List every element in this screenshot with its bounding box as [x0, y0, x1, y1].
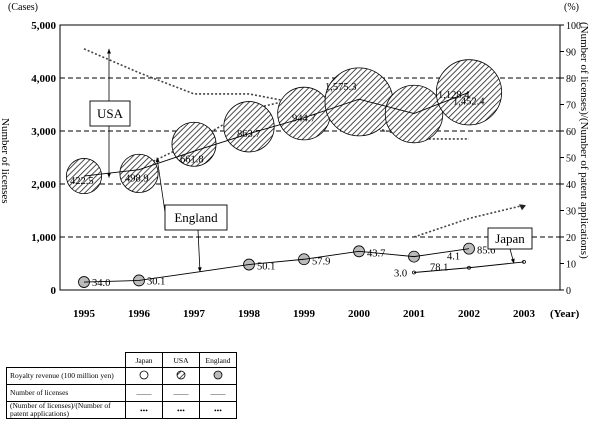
data-label-japan: 3.0	[394, 269, 407, 280]
legend-column-usa: USA	[162, 352, 200, 368]
data-label-usa: 1,575.3	[325, 82, 357, 93]
data-label-england: 43.7	[367, 248, 385, 259]
legend-dots-japan: •••	[125, 401, 163, 419]
callout-arrowhead	[107, 173, 111, 178]
legend-corner	[6, 352, 126, 368]
legend-row-label: Number of licenses	[6, 384, 126, 402]
legend-royalty-england-icon	[213, 370, 223, 380]
x-tick-label: 1999	[293, 308, 316, 320]
data-label-usa: 944.7	[292, 114, 316, 125]
right-tick-label: 10	[566, 260, 576, 271]
right-axis-title: (Number of licenses)/(Number of patent a…	[578, 22, 590, 259]
callout-arrow	[197, 229, 201, 272]
right-tick-label: 0	[566, 286, 571, 297]
x-tick-label: 1997	[183, 308, 206, 320]
data-label-england: 30.1	[147, 276, 165, 287]
left-tick-label: 0	[51, 285, 57, 297]
legend-row-licenses: Number of licenses —— —— ——	[6, 384, 237, 402]
bubble-usa	[384, 84, 444, 144]
data-label-usa: 422.5	[70, 176, 94, 187]
callout-arrowhead	[510, 258, 515, 264]
license-lines	[83, 91, 525, 283]
right-tick-label: 90	[566, 48, 576, 59]
x-tick-label: 2002	[458, 308, 481, 320]
x-tick-label: 2003	[513, 308, 536, 320]
legend-row-ratio: (Number of licenses)/(Number of patent a…	[6, 401, 237, 419]
bubble-usa	[65, 158, 103, 195]
callout-box	[164, 204, 228, 231]
right-tick-label: 50	[566, 154, 576, 165]
x-axis-unit: (Year)	[550, 308, 580, 320]
left-tick-label: 4,000	[31, 73, 56, 85]
data-label-japan: 4.1	[447, 252, 460, 263]
legend-row-label: (Number of licenses)/(Number of patent a…	[6, 401, 126, 419]
left-tick-label: 3,000	[31, 126, 56, 138]
legend-royalty-japan-icon	[139, 370, 149, 380]
legend-royalty-usa-icon	[176, 370, 186, 380]
legend-line-usa: ——	[162, 384, 200, 402]
left-tick-label: 5,000	[31, 20, 56, 32]
chart: 0 1,000 2,000 3,000 4,000 5,000 0 10 20 30 40 50 60 7…	[0, 2, 590, 320]
callout-label: Japan	[495, 231, 525, 246]
callout-box	[89, 100, 131, 127]
bubble-usa	[324, 67, 394, 137]
data-label-england: 85.6	[477, 246, 495, 257]
callout-arrow	[156, 157, 166, 213]
legend-column-england: England	[199, 352, 237, 368]
callout-japan: Japan	[487, 227, 533, 264]
callouts: USA England Japan	[89, 48, 533, 272]
right-tick-label: 20	[566, 233, 576, 244]
data-label-usa: 661.8	[180, 154, 204, 165]
callout-arrowhead	[197, 267, 202, 272]
right-tick-label: 60	[566, 127, 576, 138]
x-tick-label: 1995	[73, 308, 96, 320]
x-tick-label: 2000	[348, 308, 371, 320]
callout-arrowhead	[155, 157, 160, 163]
callout-usa: USA	[89, 48, 131, 178]
x-tick-label: 1998	[238, 308, 261, 320]
left-axis-title: Number of licenses	[0, 118, 11, 204]
right-tick-label: 80	[566, 74, 576, 85]
licenses-line-usa	[83, 91, 470, 177]
data-label-england: 34.0	[92, 278, 110, 289]
ratio-line-usa	[83, 48, 469, 140]
right-axis-unit: (%)	[564, 2, 579, 13]
legend-dots-usa: •••	[162, 401, 200, 419]
callout-label: USA	[97, 106, 124, 121]
ratio-arrowhead-japan	[519, 204, 526, 211]
axes: 0 1,000 2,000 3,000 4,000 5,000 0 10 20 30 40 50 60 7…	[31, 20, 581, 320]
bubble-usa	[223, 101, 275, 153]
right-tick-label: 70	[566, 101, 576, 112]
data-label-england: 57.9	[312, 256, 330, 267]
left-tick-label: 1,000	[31, 232, 56, 244]
callout-box	[487, 227, 533, 250]
right-tick-label: 40	[566, 180, 576, 191]
x-tick-label: 2001	[403, 308, 425, 320]
callout-label: England	[174, 210, 218, 225]
bubble-usa	[119, 153, 159, 193]
licenses-line-japan	[413, 261, 525, 273]
legend-row-royalty: Royalty revenue (100 million yen)	[6, 367, 237, 385]
left-axis-unit: (Cases)	[8, 2, 38, 13]
legend-line-england: ——	[199, 384, 237, 402]
legend-header-row: Japan USA England	[6, 352, 237, 368]
callout-england: England	[155, 157, 228, 272]
legend-column-japan: Japan	[125, 352, 163, 368]
legend-row-label: Royalty revenue (100 million yen)	[6, 367, 126, 385]
callout-arrowhead	[107, 48, 111, 54]
data-label-england: 78.1	[430, 263, 448, 274]
left-tick-label: 2,000	[31, 179, 56, 191]
legend-table: Japan USA England Royalty revenue (100 m…	[6, 352, 237, 419]
licenses-line-england	[83, 248, 470, 283]
data-label-usa: 1,452.4	[453, 96, 485, 107]
x-tick-label: 1996	[128, 308, 151, 320]
right-tick-label: 100	[566, 21, 581, 32]
data-label-england: 50.1	[257, 262, 275, 273]
data-label-usa: 1,128.4	[438, 90, 470, 101]
legend-dots-england: •••	[199, 401, 237, 419]
data-label-usa: 498.9	[125, 173, 149, 184]
legend-line-japan: ——	[125, 384, 163, 402]
data-label-usa: 863.7	[237, 129, 261, 140]
right-tick-label: 30	[566, 207, 576, 218]
